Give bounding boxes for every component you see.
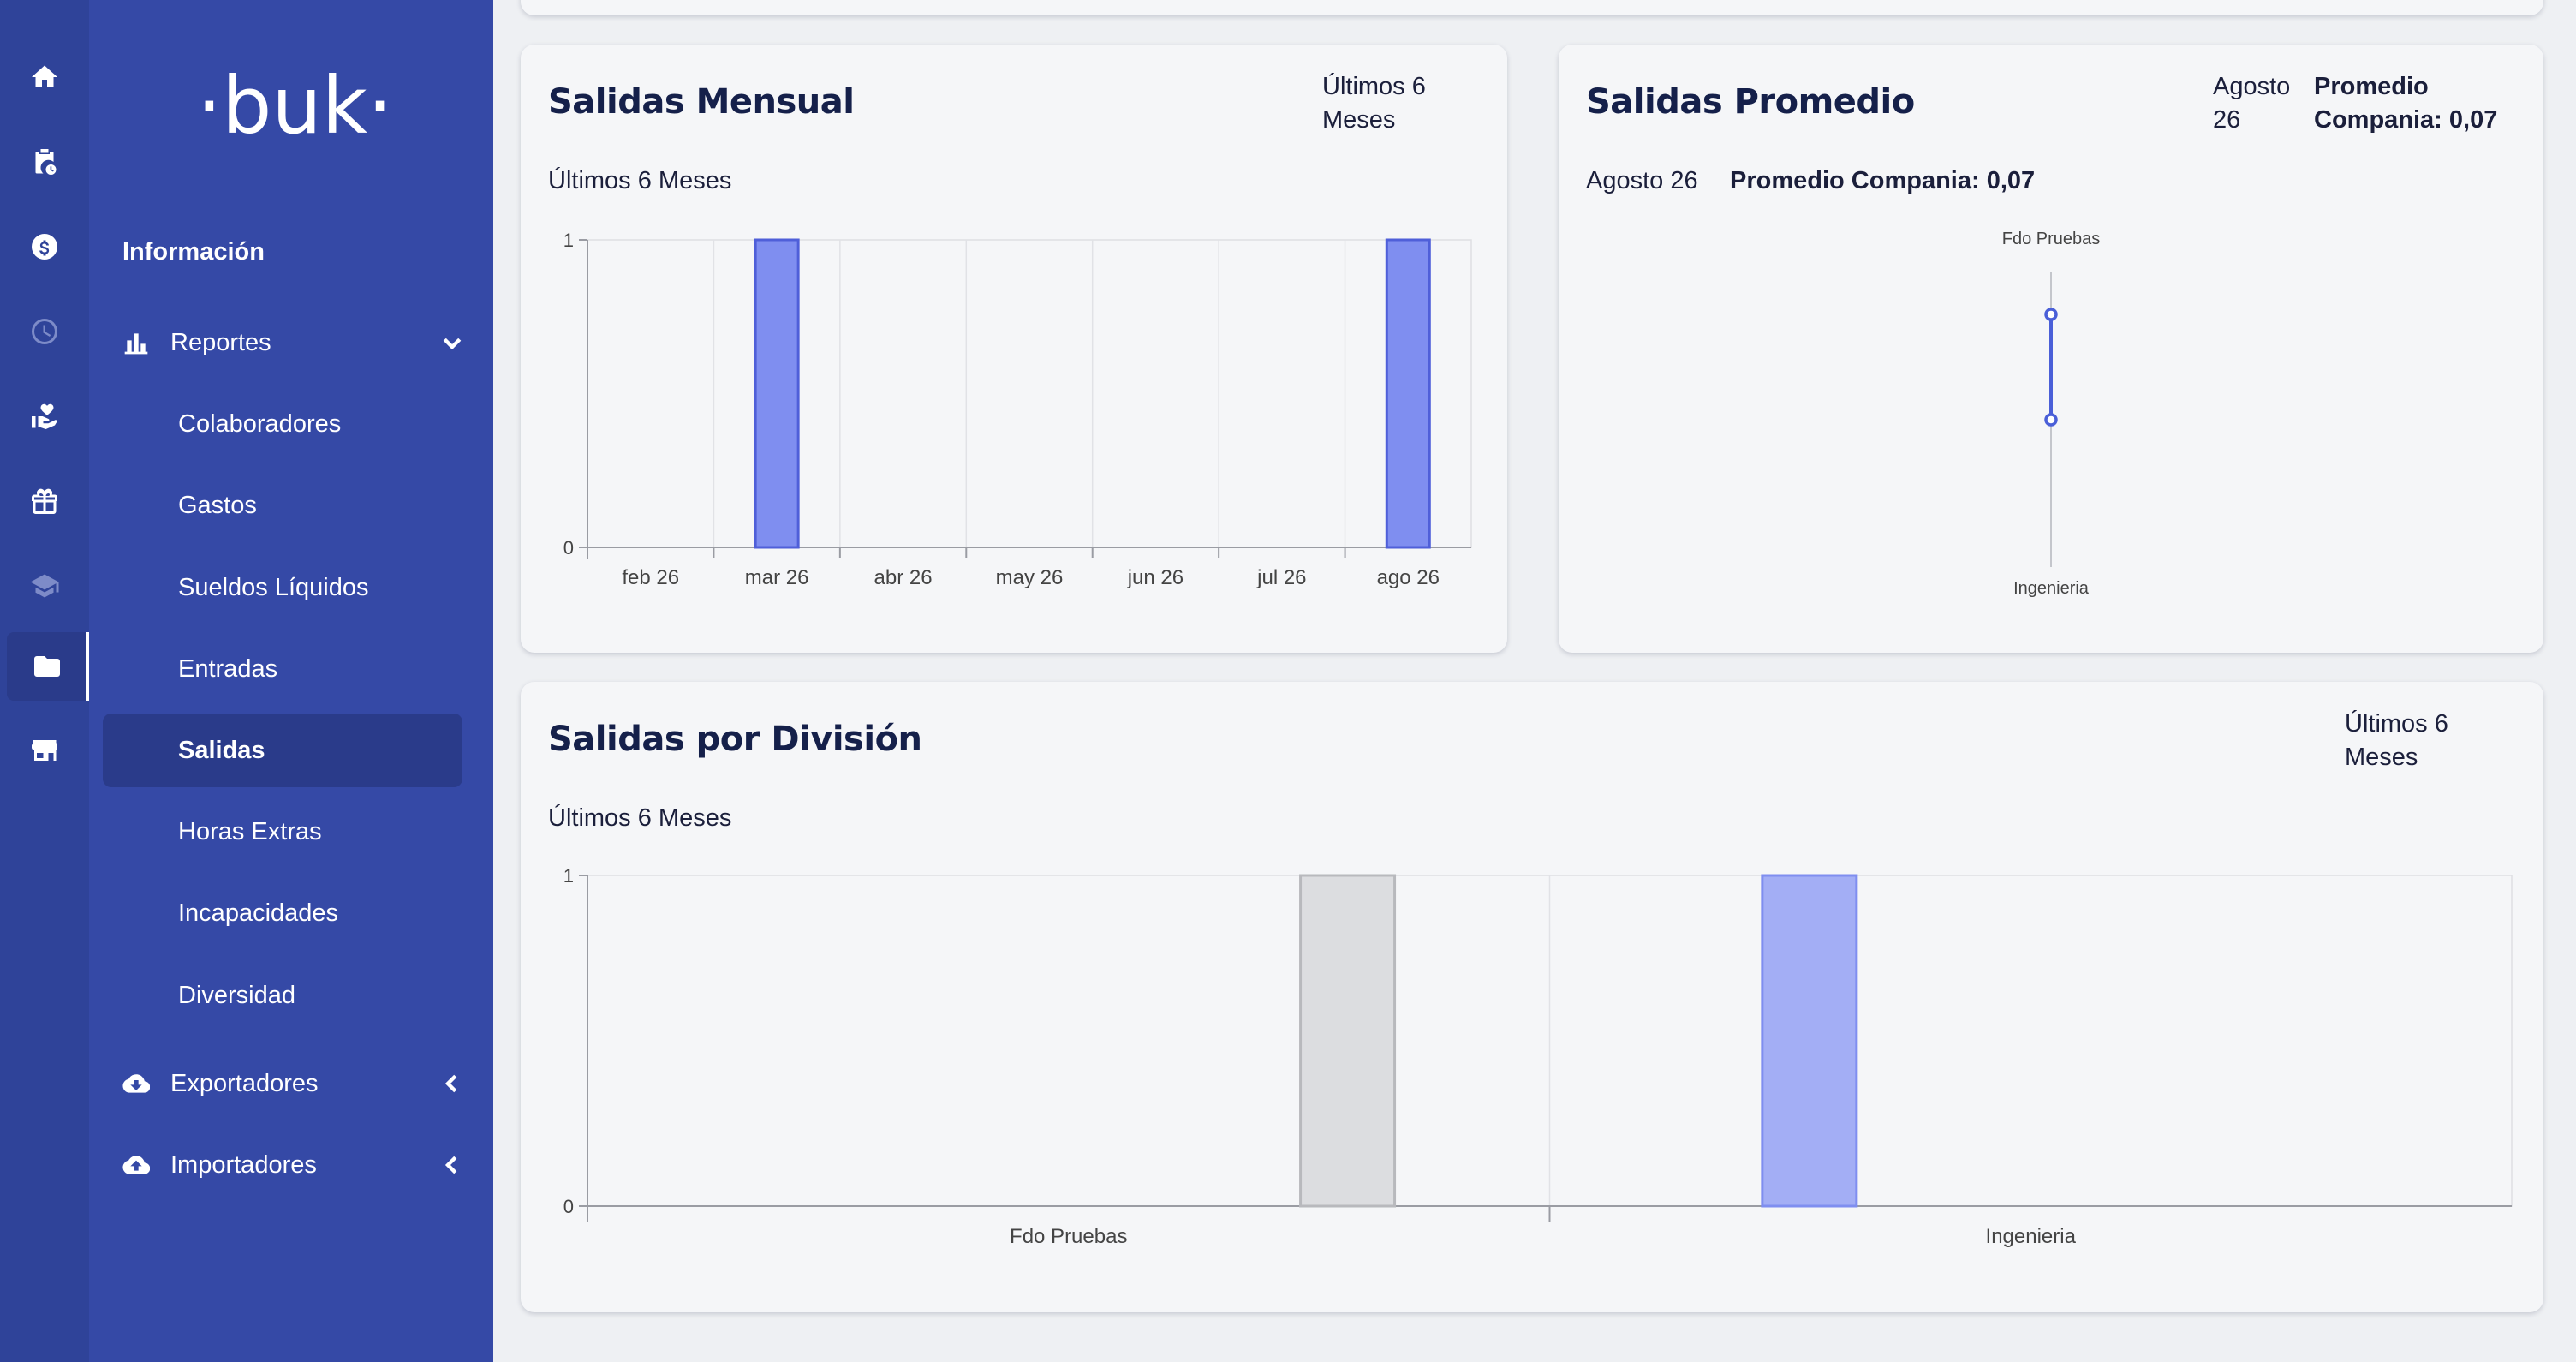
- y-tick-label: 1: [564, 865, 574, 887]
- x-tick-label: jun 26: [1127, 566, 1184, 589]
- nav-item-horas-extras[interactable]: Horas Extras: [178, 817, 322, 845]
- chart-subtitle: Últimos 6 Meses: [548, 167, 732, 194]
- folder-icon[interactable]: [7, 632, 89, 701]
- nav-reportes-label: Reportes: [170, 328, 271, 356]
- axis-label-top: Fdo Pruebas: [2002, 230, 2101, 248]
- bar-Fdo-Pruebas: [1299, 874, 1397, 1208]
- y-tick-label: 0: [564, 1196, 574, 1217]
- nav-item-salidas[interactable]: Salidas: [103, 714, 462, 787]
- nav-item-gastos[interactable]: Gastos: [178, 491, 257, 519]
- sub-average: Promedio Compania: 0,07: [1730, 167, 2036, 194]
- clock-icon[interactable]: [0, 297, 89, 366]
- card-salidas-por-division: Salidas por División Últimos 6 Meses Últ…: [521, 682, 2543, 1312]
- bar-ago-26: [1385, 238, 1431, 549]
- average-label: Promedio Compania: 0,07: [2314, 70, 2497, 137]
- x-tick-label: ago 26: [1377, 566, 1440, 589]
- card-title: Salidas Promedio: [1586, 82, 1915, 122]
- y-tick-label: 0: [564, 537, 574, 559]
- x-tick-label: mar 26: [745, 566, 809, 589]
- chevron-left-icon: [439, 1152, 465, 1178]
- chart-subtitle: Últimos 6 Meses: [548, 804, 732, 832]
- sub-period: Agosto 26: [1586, 167, 1698, 194]
- x-tick-label: jul 26: [1256, 566, 1306, 589]
- nav-item-incapacidades[interactable]: Incapacidades: [178, 899, 339, 927]
- store-icon[interactable]: [0, 716, 89, 785]
- nav-reportes-toggle[interactable]: Reportes: [122, 321, 465, 364]
- buk-logo[interactable]: ·buk·: [197, 60, 392, 154]
- chart-salidas-mensual: 0 1 feb 26 mar 26 abr 26 may 26 jun 26 jul 26 ag…: [564, 230, 1472, 589]
- range-line-2: Meses: [1322, 106, 1396, 134]
- nav-importadores-label: Importadores: [170, 1150, 317, 1179]
- home-icon[interactable]: [0, 43, 89, 111]
- range-line-1: Últimos 6: [1322, 73, 1426, 100]
- chart-salidas-por-division: 0 1 Fdo Pruebas Ingenieria: [564, 865, 2513, 1248]
- nav-item-sueldos-liquidos[interactable]: Sueldos Líquidos: [178, 573, 369, 601]
- nav-exportadores-toggle[interactable]: Exportadores: [122, 1062, 465, 1105]
- card-title: Salidas Mensual: [548, 82, 855, 122]
- card-title: Salidas por División: [548, 720, 922, 759]
- nav-item-entradas[interactable]: Entradas: [178, 654, 278, 683]
- x-tick-label: feb 26: [622, 566, 679, 589]
- average-line-2: Compania: 0,07: [2314, 106, 2498, 134]
- graduation-cap-icon[interactable]: [0, 552, 89, 620]
- x-tick-label: abr 26: [874, 566, 933, 589]
- period-line-2: 26: [2213, 106, 2241, 134]
- period-label[interactable]: Agosto 26: [2213, 70, 2290, 137]
- average-line-1: Promedio: [2314, 73, 2429, 100]
- clipboard-clock-icon[interactable]: [0, 128, 89, 196]
- bar-mar-26: [754, 238, 800, 549]
- range-line-2: Meses: [2345, 744, 2418, 771]
- icon-rail: [0, 0, 89, 1362]
- logo-text: ·buk·: [200, 69, 389, 152]
- period-line-1: Agosto: [2213, 73, 2291, 100]
- data-point: [2044, 413, 2058, 427]
- side-panel: ·buk· Información Reportes Colaboradores…: [89, 0, 493, 1362]
- y-tick-label: 1: [564, 230, 574, 251]
- data-point: [2044, 308, 2058, 321]
- x-tick-label: may 26: [996, 566, 1064, 589]
- hand-heart-icon[interactable]: [0, 382, 89, 451]
- card-salidas-mensual: Salidas Mensual Últimos 6 Meses Últimos …: [521, 45, 1507, 653]
- cloud-upload-icon: [122, 1150, 153, 1180]
- chevron-left-icon: [439, 1071, 465, 1096]
- axis-label-bottom: Ingenieria: [2013, 579, 2090, 598]
- nav-item-colaboradores[interactable]: Colaboradores: [178, 409, 342, 438]
- bar-chart-icon: [122, 327, 153, 358]
- dollar-icon[interactable]: [0, 212, 89, 281]
- range-line-1: Últimos 6: [2345, 710, 2448, 738]
- nav-exportadores-label: Exportadores: [170, 1069, 319, 1097]
- gift-icon[interactable]: [0, 467, 89, 535]
- card-salidas-promedio: Salidas Promedio Agosto 26 Promedio Comp…: [1559, 45, 2543, 653]
- chart-salidas-promedio: Fdo Pruebas Ingenieria: [2002, 230, 2101, 598]
- nav-importadores-toggle[interactable]: Importadores: [122, 1144, 465, 1186]
- nav-item-diversidad[interactable]: Diversidad: [178, 981, 295, 1009]
- x-tick-label: Ingenieria: [1986, 1225, 2077, 1248]
- range-selector[interactable]: Últimos 6 Meses: [2345, 708, 2448, 774]
- cloud-download-icon: [122, 1068, 153, 1099]
- previous-card-edge: [521, 0, 2543, 15]
- plot-frame: [587, 239, 1472, 548]
- nav-heading-informacion: Información: [122, 238, 265, 266]
- bar-Ingenieria: [1761, 874, 1858, 1208]
- range-selector[interactable]: Últimos 6 Meses: [1322, 70, 1426, 137]
- x-tick-label: Fdo Pruebas: [1010, 1225, 1127, 1248]
- chevron-down-icon: [439, 330, 465, 355]
